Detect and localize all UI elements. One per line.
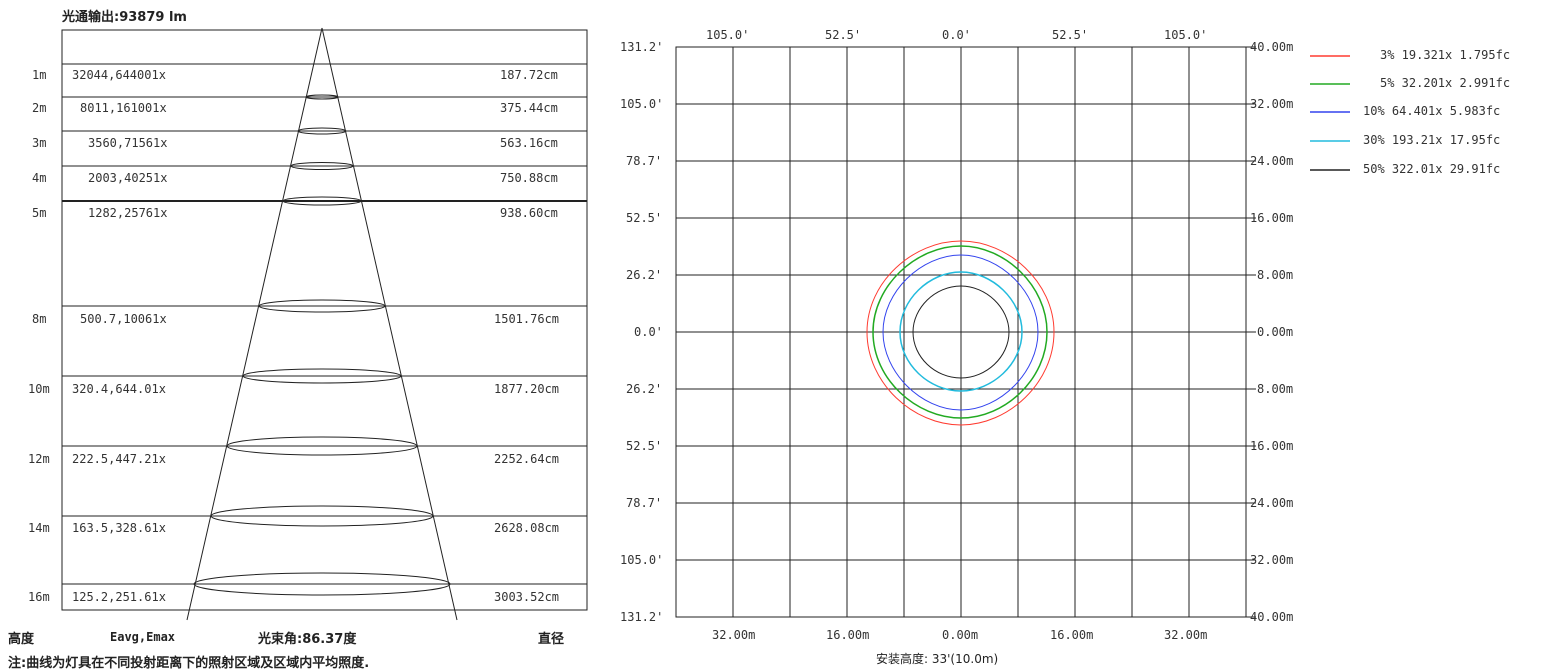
left-tick: 131.2' — [620, 40, 664, 54]
right-tick: 8.00m — [1257, 382, 1294, 396]
contour-10pct — [882, 254, 1039, 411]
right-tick: 8.00m — [1257, 268, 1294, 282]
right-tick: 0.00m — [1257, 325, 1294, 339]
row-diameter: 2628.08cm — [494, 521, 560, 535]
isolux-contours — [866, 240, 1055, 426]
right-tick: 16.00m — [1250, 439, 1294, 453]
legend-label: 3% 19.321x 1.795fc — [1380, 48, 1511, 62]
row-diameter: 938.60cm — [500, 206, 558, 220]
row-diameter: 750.88cm — [500, 171, 558, 185]
row-eavg-emax: 2003,40251x — [88, 171, 168, 185]
row-height: 16m — [28, 590, 50, 604]
row-diameter: 3003.52cm — [494, 590, 560, 604]
bottom-tick: 16.00m — [826, 628, 870, 642]
row-height: 2m — [32, 101, 47, 115]
legend-label: 5% 32.201x 2.991fc — [1380, 76, 1511, 90]
footer-diameter-label: 直径 — [538, 632, 565, 647]
row-eavg-emax: 1282,25761x — [88, 206, 168, 220]
row-height: 8m — [32, 312, 47, 326]
row-diameter: 1501.76cm — [494, 312, 560, 326]
beam-ellipse — [297, 127, 347, 135]
row-eavg-emax: 320.4,644.01x — [72, 382, 166, 396]
beam-ellipse — [282, 196, 362, 206]
note-text: 注:曲线为灯具在不同投射距离下的照射区域及区域内平均照度. — [8, 656, 370, 671]
right-tick: 32.00m — [1250, 97, 1294, 111]
left-tick: 78.7' — [626, 154, 663, 168]
right-tick: 40.00m — [1250, 40, 1294, 54]
beam-angle-label: 光束角:86.37度 — [258, 632, 357, 647]
row-diameter: 187.72cm — [500, 68, 558, 82]
row-height: 5m — [32, 206, 47, 220]
right-tick: 24.00m — [1250, 496, 1294, 510]
left-tick: 78.7' — [626, 496, 663, 510]
row-diameter: 2252.64cm — [494, 452, 560, 466]
top-tick: 105.0' — [1164, 28, 1208, 42]
row-height: 14m — [28, 521, 50, 535]
left-tick: 105.0' — [620, 553, 664, 567]
flux-output-title: 光通输出:93879 lm — [62, 10, 187, 25]
row-eavg-emax: 222.5,447.21x — [72, 452, 166, 466]
beam-ellipse — [290, 162, 354, 170]
left-tick: 0.0' — [634, 325, 663, 339]
row-height: 3m — [32, 136, 47, 150]
top-tick: 52.5' — [825, 28, 862, 42]
right-tick: 24.00m — [1250, 154, 1294, 168]
cone-left-edge — [186, 27, 323, 621]
top-tick: 105.0' — [706, 28, 750, 42]
row-eavg-emax: 32044,644001x — [72, 68, 166, 82]
beam-ellipse — [226, 436, 418, 456]
cone-frame — [61, 29, 588, 611]
legend-label: 50% 322.01x 29.91fc — [1363, 162, 1501, 176]
beam-ellipse — [305, 94, 339, 100]
contour-5pct — [872, 245, 1048, 419]
contour-3pct — [866, 240, 1055, 426]
bottom-tick: 16.00m — [1050, 628, 1094, 642]
right-tick: 40.00m — [1250, 610, 1294, 624]
row-eavg-emax: 8011,161001x — [80, 101, 167, 115]
row-eavg-emax: 125.2,251.61x — [72, 590, 166, 604]
left-tick: 52.5' — [626, 211, 663, 225]
left-tick: 52.5' — [626, 439, 663, 453]
beam-ellipse — [210, 505, 434, 527]
left-tick: 131.2' — [620, 610, 664, 624]
left-tick: 105.0' — [620, 97, 664, 111]
bottom-tick: 32.00m — [1164, 628, 1208, 642]
top-tick: 0.0' — [942, 28, 971, 42]
beam-ellipse — [258, 299, 386, 313]
top-tick: 52.5' — [1052, 28, 1089, 42]
row-diameter: 563.16cm — [500, 136, 558, 150]
legend-label: 10% 64.401x 5.983fc — [1363, 104, 1501, 118]
row-height: 4m — [32, 171, 47, 185]
left-tick: 26.2' — [626, 382, 663, 396]
bottom-tick: 0.00m — [942, 628, 979, 642]
install-height-label: 安装高度: 33'(10.0m) — [876, 652, 999, 666]
legend-label: 30% 193.21x 17.95fc — [1363, 133, 1501, 147]
grid — [675, 46, 1256, 618]
left-tick: 26.2' — [626, 268, 663, 282]
legend-swatches — [1310, 55, 1350, 171]
right-tick: 16.00m — [1250, 211, 1294, 225]
footer-height-label: 高度 — [8, 632, 35, 647]
row-height: 12m — [28, 452, 50, 466]
beam-ellipse — [193, 572, 451, 596]
row-eavg-emax: 163.5,328.61x — [72, 521, 166, 535]
right-tick: 32.00m — [1250, 553, 1294, 567]
row-height: 10m — [28, 382, 50, 396]
row-diameter: 375.44cm — [500, 101, 558, 115]
row-diameter: 1877.20cm — [494, 382, 560, 396]
beam-cone-diagram — [61, 27, 588, 621]
row-eavg-emax: 500.7,10061x — [80, 312, 167, 326]
cone-right-edge — [321, 27, 458, 621]
contour-50pct — [912, 285, 1010, 379]
beam-ellipse — [242, 368, 402, 384]
bottom-tick: 32.00m — [712, 628, 756, 642]
footer-eavg-label: Eavg,Emax — [110, 630, 176, 644]
row-height: 1m — [32, 68, 47, 82]
row-eavg-emax: 3560,71561x — [88, 136, 168, 150]
contour-30pct — [899, 271, 1023, 392]
